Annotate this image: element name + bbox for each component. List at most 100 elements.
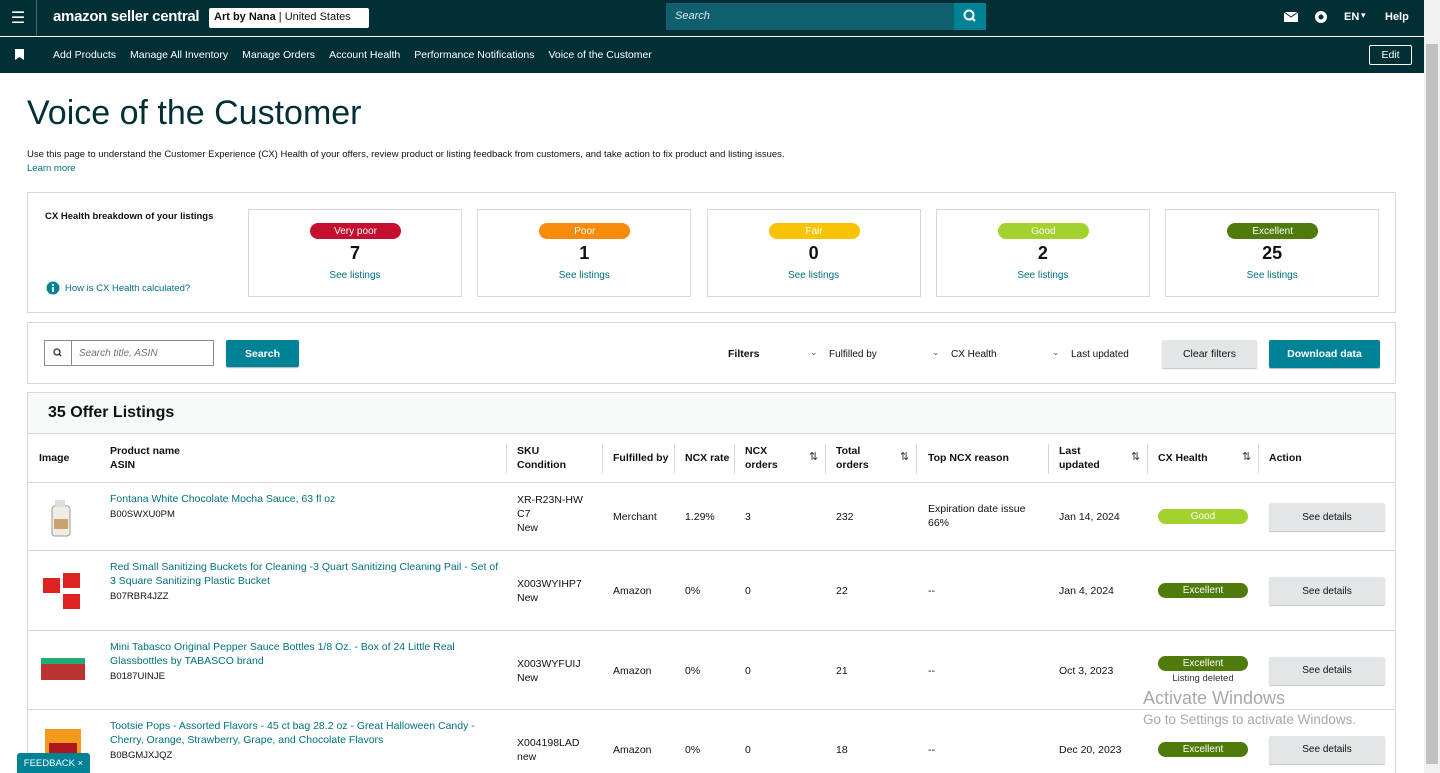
column-header-text: SKU: [517, 445, 540, 457]
help[interactable]: Help: [1385, 11, 1409, 23]
see-listings[interactable]: See listings: [1017, 270, 1069, 281]
toolbar: Search title, ASIN Search Filters ⌄ Fulfi…: [27, 322, 1396, 384]
see-listings[interactable]: See listings: [329, 270, 381, 281]
see-details[interactable]: See details: [1269, 735, 1385, 764]
health-pill: Good: [997, 223, 1089, 239]
nav-link[interactable]: Manage All Inventory: [130, 49, 229, 61]
sku-cell: X004198LAD new: [517, 736, 589, 764]
column-divider: [1048, 444, 1049, 474]
product-image: [51, 500, 71, 537]
clear-filters[interactable]: Clear filters: [1162, 340, 1257, 368]
filter-caret: ⌄: [932, 347, 940, 357]
product-cell: Red Small Sanitizing Buckets for Cleanin…: [110, 560, 500, 604]
health-note: Listing deleted: [1172, 672, 1234, 684]
see-details[interactable]: See details: [1269, 503, 1385, 531]
see-listings[interactable]: See listings: [558, 270, 610, 281]
sort-icon[interactable]: ⇅: [900, 451, 910, 463]
sort-icon[interactable]: ⇅: [809, 451, 819, 463]
health-count: 0: [808, 243, 819, 263]
ncx-orders: 3: [745, 511, 751, 523]
product-name[interactable]: Fontana White Chocolate Mocha Sauce, 63 …: [110, 493, 336, 505]
search-button[interactable]: Search: [226, 340, 299, 367]
region: United States: [284, 11, 351, 23]
sort-icon[interactable]: ⇅: [1242, 451, 1252, 463]
language[interactable]: EN: [1344, 11, 1360, 23]
reason-cell: --: [928, 743, 1043, 757]
see-listings[interactable]: See listings: [1246, 270, 1298, 281]
nav-link[interactable]: Add Products: [53, 49, 117, 61]
health-pill: Fair: [768, 223, 860, 239]
last-updated: Dec 20, 2023: [1059, 743, 1122, 756]
store-name: Art by Nana: [214, 11, 276, 23]
filter-dropdown[interactable]: Fulfilled by: [829, 349, 877, 360]
feedback-tab[interactable]: FEEDBACK ×: [17, 753, 90, 773]
health-panel: CX Health breakdown of your listings How…: [27, 192, 1396, 313]
mail-icon[interactable]: [1284, 11, 1298, 23]
product-image: [43, 573, 80, 609]
table-row: Fontana White Chocolate Mocha Sauce, 63 …: [28, 482, 1395, 550]
fulfilled-by: Amazon: [613, 664, 652, 677]
last-updated: Jan 4, 2024: [1059, 585, 1114, 597]
menu-button[interactable]: ☰: [0, 0, 37, 36]
fulfilled-by: Merchant: [613, 511, 657, 523]
table-row: Tootsie Pops - Assorted Flavors - 45 ct …: [28, 709, 1395, 773]
health-pill: Excellent: [1227, 223, 1319, 239]
asin: B0BGMJXJQZ: [110, 750, 173, 761]
health-count: 2: [1037, 243, 1048, 263]
product-name[interactable]: Red Small Sanitizing Buckets for Cleanin…: [110, 561, 499, 587]
nav-link[interactable]: Manage Orders: [242, 49, 316, 61]
total-orders: 232: [836, 511, 854, 523]
edit-button[interactable]: Edit: [1369, 45, 1412, 65]
sku: X003WYIHP7: [517, 578, 582, 590]
column-header: Last updated: [1059, 444, 1100, 472]
nav-link[interactable]: Performance Notifications: [414, 49, 535, 61]
download-data[interactable]: Download data: [1269, 340, 1380, 368]
search-button[interactable]: [954, 3, 986, 30]
see-listings[interactable]: See listings: [788, 270, 840, 281]
condition: New: [517, 522, 539, 534]
fulfilled-by: Amazon: [613, 743, 652, 756]
cx-health-pill: Excellent: [1158, 655, 1248, 671]
fulfilled-by: Amazon: [613, 585, 652, 597]
sort-icon[interactable]: ⇅: [1131, 451, 1141, 463]
product-name[interactable]: Mini Tabasco Original Pepper Sauce Bottl…: [110, 641, 455, 667]
top-bar: ☰ amazon seller central Art by Nana | Un…: [0, 0, 1424, 36]
sku-cell: X003WYFUIJ New: [517, 657, 589, 685]
table-row: Red Small Sanitizing Buckets for Cleanin…: [28, 550, 1395, 630]
ncx-rate: 0%: [685, 743, 701, 756]
logo[interactable]: amazon seller central: [53, 8, 200, 25]
column-divider: [602, 444, 603, 474]
see-details[interactable]: See details: [1269, 577, 1385, 605]
learn-more[interactable]: Learn more: [27, 163, 76, 174]
language-caret: ▾: [1361, 10, 1366, 20]
reason-cell: --: [928, 584, 1043, 598]
ncx-orders: 0: [745, 585, 751, 597]
see-details[interactable]: See details: [1269, 656, 1385, 685]
health-title: CX Health breakdown of your listings: [45, 211, 214, 222]
column-header-text: Last: [1059, 445, 1081, 457]
settings-icon[interactable]: [1313, 9, 1329, 25]
filter-dropdown[interactable]: Last updated: [1071, 349, 1129, 360]
nav-link[interactable]: Account Health: [329, 49, 401, 61]
listing-search-input[interactable]: Search title, ASIN: [71, 340, 214, 366]
nav-bar: Add Products Manage All Inventory Manage O…: [0, 37, 1424, 73]
filter-dropdown[interactable]: CX Health: [951, 349, 997, 360]
bookmark-icon[interactable]: [15, 49, 24, 60]
cx-health-pill: Excellent: [1158, 583, 1248, 598]
scrollbar[interactable]: [1424, 0, 1440, 773]
column-header-text: orders: [745, 459, 778, 471]
column-header: Fulfilled by: [613, 451, 668, 465]
asin: B00SWXU0PM: [110, 509, 175, 520]
condition: New: [517, 592, 539, 604]
product-name[interactable]: Tootsie Pops - Assorted Flavors - 45 ct …: [110, 720, 475, 746]
nav-link[interactable]: Voice of the Customer: [548, 49, 652, 61]
scroll-thumb[interactable]: [1426, 44, 1438, 764]
store-selector[interactable]: Art by Nana | United States: [209, 8, 369, 28]
search-input[interactable]: Search: [666, 3, 954, 30]
last-updated: Oct 3, 2023: [1059, 664, 1114, 677]
page-title: Voice of the Customer: [27, 94, 362, 132]
reason-share: 66%: [928, 517, 950, 529]
table-row: Mini Tabasco Original Pepper Sauce Bottl…: [28, 630, 1395, 709]
health-help-link[interactable]: How is CX Health calculated?: [65, 283, 191, 294]
